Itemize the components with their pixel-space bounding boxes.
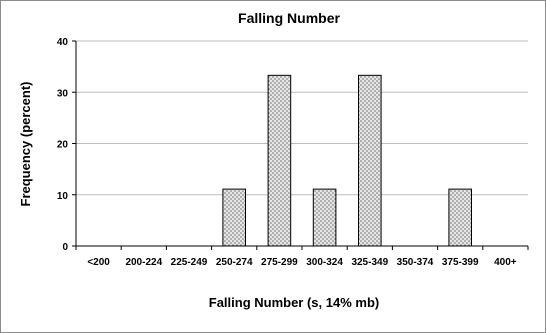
y-tick-label: 0 [62,242,68,253]
x-tick-label: 300-324 [306,257,343,268]
x-tick-label: <200 [87,257,110,268]
bar-325-349 [358,74,382,247]
x-tick-labels: <200 200-224 225-249 250-274 275-299 300-324 3… [87,257,516,268]
x-tick-label: 400+ [494,257,517,268]
x-tick-label: 350-374 [397,257,434,268]
bar-375-399 [448,188,472,247]
x-tick-label: 275-299 [261,257,298,268]
y-tick-label: 40 [57,37,69,48]
bars [222,74,472,247]
y-tick-labels: 0 10 20 30 40 [57,37,69,253]
x-tick-label: 200-224 [125,257,162,268]
y-axis-title: Frequency (percent) [18,82,33,207]
axes [72,40,529,250]
x-tick-label: 225-249 [171,257,208,268]
gridlines [76,40,528,196]
x-tick-label: 325-349 [351,257,388,268]
y-tick-label: 20 [57,140,69,151]
chart-title: Falling Number [238,10,340,26]
y-tick-label: 10 [57,191,69,202]
bar-250-274 [222,188,246,247]
x-tick-label: 375-399 [442,257,479,268]
bar-300-324 [312,188,337,247]
x-tick-label: 250-274 [216,257,253,268]
y-tick-label: 30 [57,88,69,99]
x-axis-title: Falling Number (s, 14% mb) [209,295,379,310]
bar-275-299 [267,74,292,247]
